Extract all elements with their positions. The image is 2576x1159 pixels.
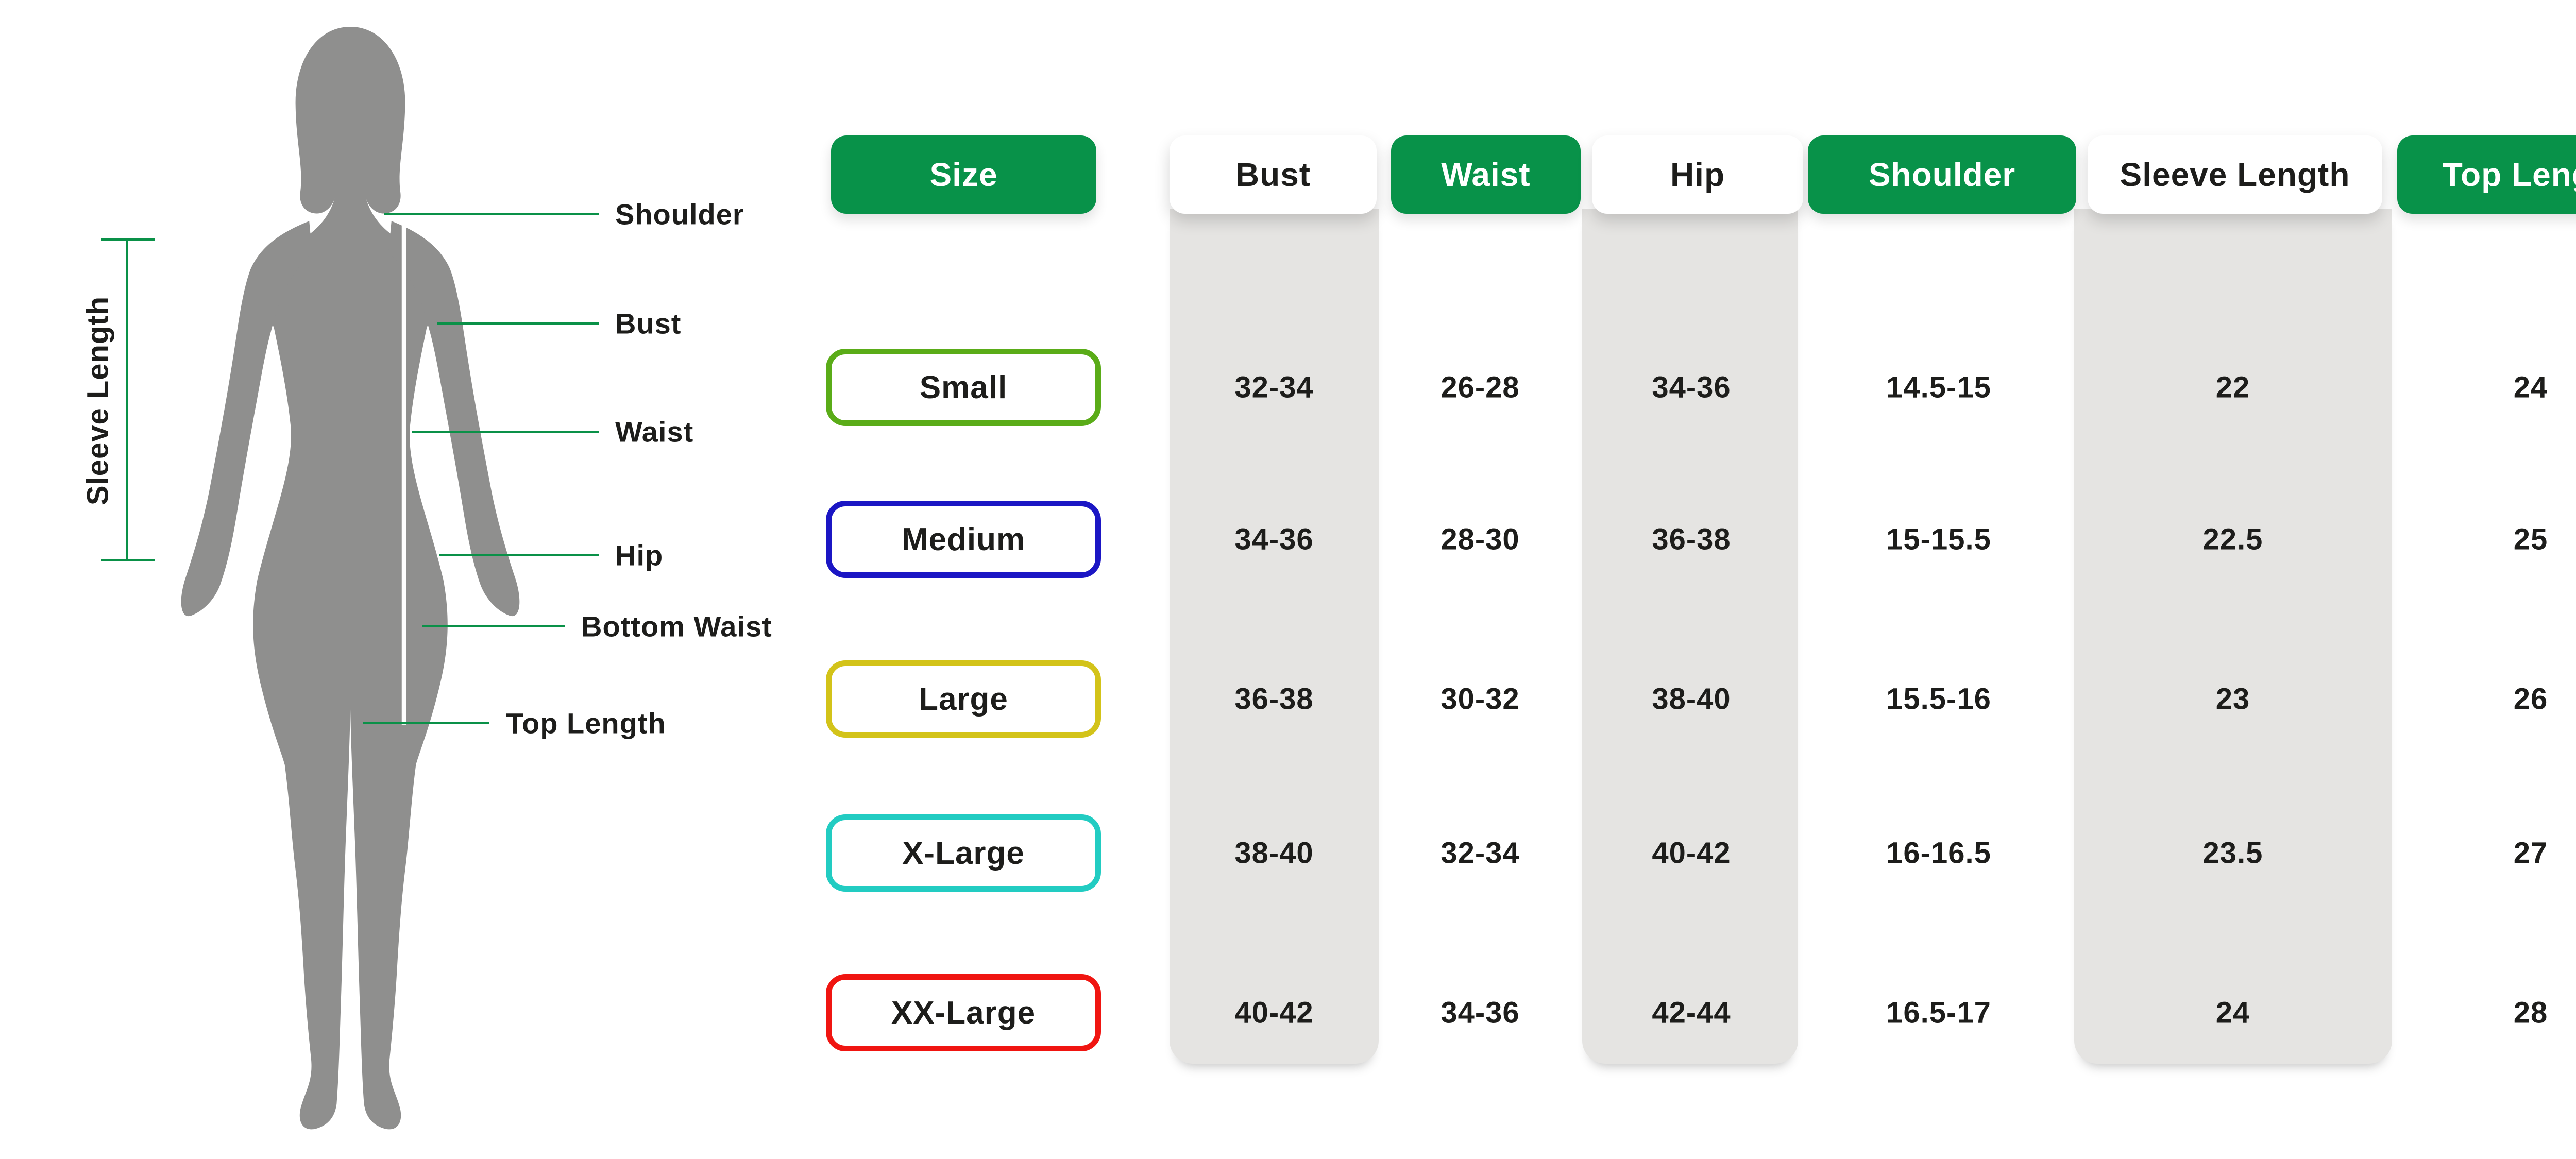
cell-large-waist: 30-32	[1440, 682, 1520, 716]
annotation-label-bottom-waist: Bottom Waist	[581, 610, 772, 643]
leader-line-hip	[439, 554, 599, 556]
cell-x-large-top-length: 27	[2513, 836, 2548, 870]
cell-large-sleeve-length: 23	[2215, 682, 2250, 716]
size-button-medium: Medium	[826, 501, 1101, 578]
cell-x-large-shoulder: 16-16.5	[1886, 836, 1991, 870]
cell-x-large-waist: 32-34	[1440, 836, 1520, 870]
size-button-small: Small	[826, 349, 1101, 426]
cell-medium-top-length: 25	[2513, 522, 2548, 556]
sleeve-length-label: Sleeve Length	[81, 296, 115, 506]
cell-small-hip: 34-36	[1652, 370, 1731, 404]
sleeve-length-measure-line	[126, 240, 128, 560]
column-header-shoulder: Shoulder	[1808, 135, 2076, 214]
column-header-size: Size	[831, 135, 1096, 214]
cell-xx-large-hip: 42-44	[1652, 996, 1731, 1030]
size-button-xx-large: XX-Large	[826, 974, 1101, 1051]
cell-x-large-bust: 38-40	[1234, 836, 1314, 870]
leader-line-shoulder	[384, 213, 599, 215]
column-header-top-length: Top Length	[2397, 135, 2576, 214]
size-button-x-large: X-Large	[826, 814, 1101, 892]
cell-small-waist: 26-28	[1440, 370, 1520, 404]
size-button-large: Large	[826, 660, 1101, 738]
leader-line-waist	[412, 431, 599, 433]
annotation-label-waist: Waist	[615, 415, 694, 448]
annotation-label-hip: Hip	[615, 539, 664, 572]
annotation-label-shoulder: Shoulder	[615, 198, 744, 231]
female-body-silhouette	[181, 26, 520, 1130]
cell-large-bust: 36-38	[1234, 682, 1314, 716]
cell-xx-large-top-length: 28	[2513, 996, 2548, 1030]
column-header-sleeve-length: Sleeve Length	[2088, 135, 2382, 214]
cell-small-shoulder: 14.5-15	[1886, 370, 1991, 404]
column-stripe-sleeve-length	[2074, 209, 2392, 1064]
column-header-bust: Bust	[1170, 135, 1377, 214]
leader-line-top-length	[363, 722, 489, 724]
sleeve-length-top-tick	[101, 238, 155, 241]
cell-medium-hip: 36-38	[1652, 522, 1731, 556]
cell-x-large-sleeve-length: 23.5	[2202, 836, 2263, 870]
annotation-label-bust: Bust	[615, 307, 682, 340]
body-left-arm-shape	[181, 221, 312, 617]
female-body-figure	[155, 21, 546, 1146]
cell-small-sleeve-length: 22	[2215, 370, 2250, 404]
body-right-arm-shape	[388, 221, 520, 617]
leader-line-bottom-waist	[422, 625, 565, 627]
column-stripe-bust	[1170, 209, 1379, 1064]
cell-large-shoulder: 15.5-16	[1886, 682, 1991, 716]
cell-large-top-length: 26	[2513, 682, 2548, 716]
column-header-waist: Waist	[1391, 135, 1581, 214]
cell-xx-large-waist: 34-36	[1440, 996, 1520, 1030]
annotation-label-top-length: Top Length	[506, 707, 666, 740]
cell-medium-sleeve-length: 22.5	[2202, 522, 2263, 556]
cell-x-large-hip: 40-42	[1652, 836, 1731, 870]
column-header-hip: Hip	[1592, 135, 1803, 214]
cell-medium-bust: 34-36	[1234, 522, 1314, 556]
cell-small-bust: 32-34	[1234, 370, 1314, 404]
cell-large-hip: 38-40	[1652, 682, 1731, 716]
top-length-measure-line	[401, 203, 406, 725]
cell-small-top-length: 24	[2513, 370, 2548, 404]
cell-xx-large-shoulder: 16.5-17	[1886, 996, 1991, 1030]
leader-line-bust	[437, 322, 599, 325]
column-stripe-hip	[1582, 209, 1798, 1064]
cell-medium-shoulder: 15-15.5	[1886, 522, 1991, 556]
cell-xx-large-sleeve-length: 24	[2215, 996, 2250, 1030]
cell-medium-waist: 28-30	[1440, 522, 1520, 556]
body-trunk-shape	[253, 26, 448, 1130]
cell-xx-large-bust: 40-42	[1234, 996, 1314, 1030]
sleeve-length-bottom-tick	[101, 559, 155, 561]
